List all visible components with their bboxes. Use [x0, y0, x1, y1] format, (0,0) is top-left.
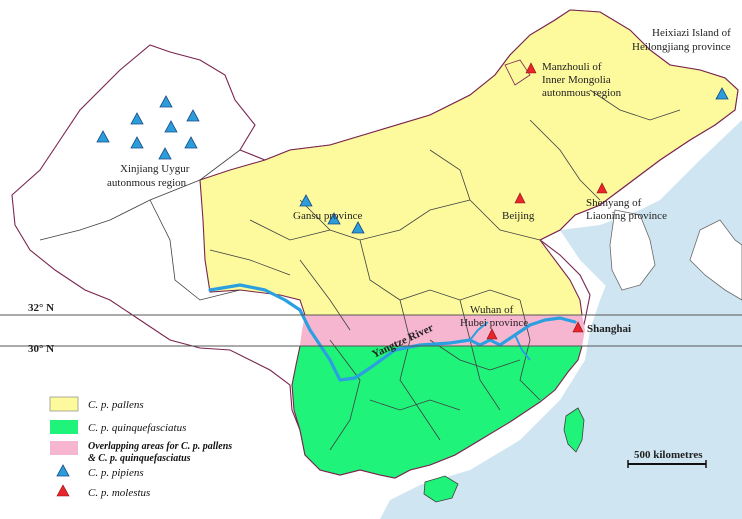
molestus-marker: [525, 62, 537, 74]
molestus-marker: [514, 192, 526, 204]
molestus-marker: [572, 321, 584, 333]
overlap-band: [300, 315, 585, 346]
label-xinjiang: autonmous region: [107, 177, 187, 189]
pallens-region: [199, 9, 739, 316]
legend-marker-pipiens: [56, 464, 70, 477]
pipiens-marker: [186, 109, 200, 122]
river-branch: [469, 321, 489, 341]
label-heixiazi: Heilongjiang province: [632, 41, 731, 53]
pipiens-marker: [158, 147, 172, 160]
label-shenyang: Liaoning province: [586, 210, 667, 222]
scale-bar-label: 500 kilometres: [634, 449, 703, 461]
legend-label-pipiens: C. p. pipiens: [88, 467, 144, 479]
molestus-markers: [486, 62, 608, 340]
legend-label-pallens: C. p. pallens: [88, 399, 144, 411]
pipiens-marker: [327, 212, 341, 225]
legend-label-quinquefasciatus: C. p. quinquefasciatus: [88, 422, 186, 434]
molestus-marker: [596, 182, 608, 194]
legend-swatch-quinquefasciatus: [50, 420, 78, 434]
hainan-island: [423, 475, 459, 503]
pipiens-markers: [96, 87, 729, 234]
pipiens-marker: [351, 221, 365, 234]
legend-label-overlap: & C. p. quinquefasciatus: [88, 453, 191, 464]
pipiens-marker: [130, 136, 144, 149]
label-wuhan: Wuhan of: [470, 304, 514, 316]
province-borders: [39, 89, 681, 451]
label-shanghai: Shanghai: [587, 323, 631, 335]
label-manzhouli: autonmous region: [542, 87, 622, 99]
label-manzhouli: Inner Mongolia: [542, 74, 611, 86]
latitude-label-32: 32° N: [28, 302, 54, 314]
molestus-marker: [486, 328, 498, 340]
label-xinjiang: Xinjiang Uygur: [120, 163, 190, 175]
label-shenyang: Shenyang of: [586, 197, 642, 209]
pipiens-marker: [164, 120, 178, 133]
latitude-label-30: 30° N: [28, 343, 54, 355]
label-gansu: Gansu province: [293, 210, 362, 222]
legend-label-molestus: C. p. molestus: [88, 487, 150, 499]
pipiens-marker: [184, 136, 198, 149]
legend: C. p. pallens C. p. quinquefasciatus Ove…: [49, 396, 232, 499]
pipiens-marker: [715, 87, 729, 100]
pipiens-marker: [130, 112, 144, 125]
pipiens-marker: [159, 95, 173, 108]
legend-swatch-pallens: [49, 396, 79, 412]
label-manzhouli: Manzhouli of: [542, 61, 602, 73]
legend-swatch-overlap: [50, 441, 78, 455]
label-beijing: Beijing: [502, 210, 535, 222]
label-heixiazi: Heixiazi Island of: [652, 27, 731, 39]
quinquefasciatus-region: [291, 345, 583, 479]
legend-marker-molestus: [56, 484, 70, 497]
japan-islands: [689, 219, 742, 301]
yangtze-river: [208, 283, 577, 382]
scale-bar: 500 kilometres: [627, 449, 707, 468]
pipiens-marker: [299, 194, 313, 207]
pallens-northeast-notch: [504, 59, 531, 86]
river-branch: [514, 334, 531, 361]
legend-label-overlap: Overlapping areas for C. p. pallens: [88, 441, 232, 452]
pipiens-marker: [96, 130, 110, 143]
label-wuhan: Hubei province: [460, 317, 528, 329]
taiwan-island: [563, 407, 585, 453]
korea-peninsula: [609, 209, 656, 291]
